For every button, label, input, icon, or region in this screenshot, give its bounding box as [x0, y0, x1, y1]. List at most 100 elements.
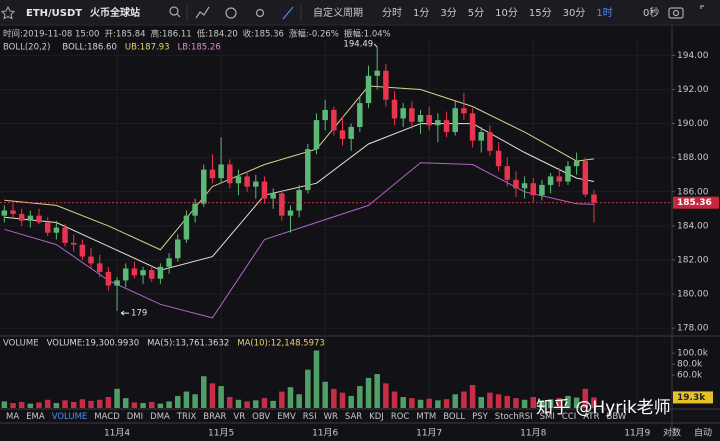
candle-body — [218, 164, 224, 179]
x-tick-label: 11月8 — [520, 428, 546, 439]
candle-body — [487, 132, 493, 151]
candle-body — [426, 115, 432, 126]
indicator-tab[interactable]: KDJ — [369, 412, 384, 422]
period-option[interactable]: 3分 — [440, 7, 456, 19]
candle-body — [339, 130, 346, 139]
indicator-tab[interactable]: DMA — [150, 412, 170, 422]
candle-body — [591, 194, 597, 203]
candle-body — [504, 166, 511, 180]
volume-bar — [131, 402, 138, 408]
y-tick-label: 194.00 — [677, 51, 709, 61]
axis-option[interactable]: 自动 — [694, 427, 712, 439]
x-tick-label: 11月5 — [208, 428, 234, 439]
candle-body — [18, 213, 25, 221]
volume-bar — [417, 399, 424, 408]
volume-bar — [513, 398, 519, 408]
period-option[interactable]: 30分 — [563, 7, 586, 19]
indicator-tab[interactable]: MACD — [94, 412, 120, 422]
custom-period[interactable]: 自定义周期 — [313, 6, 363, 19]
indicator-value: UB:187.93 — [125, 43, 170, 53]
volume-bar — [383, 383, 389, 408]
volume-info: MA(10):12,148.5973 — [237, 339, 325, 349]
volume-bar — [409, 398, 415, 408]
indicator-tab[interactable]: StochRSI — [495, 412, 533, 422]
candle-body — [114, 280, 120, 286]
last-volume-box — [673, 391, 713, 404]
period-option[interactable]: 10分 — [495, 7, 518, 19]
period-option[interactable]: 1分 — [413, 7, 429, 19]
candle-body — [547, 176, 554, 185]
candle-body — [305, 149, 311, 191]
indicator-tab[interactable]: MA — [6, 412, 19, 422]
period-option[interactable]: 1时 — [596, 7, 612, 19]
indicator-tab[interactable]: DMI — [127, 412, 143, 422]
y-tick-label: 190.00 — [677, 119, 709, 129]
volume-bar — [591, 397, 597, 408]
indicator-icon[interactable] — [195, 6, 210, 19]
indicator-tab[interactable]: WR — [324, 412, 338, 422]
indicator-tab[interactable]: CCI — [562, 412, 576, 422]
favorite-icon[interactable] — [0, 5, 16, 20]
volume-bar — [287, 387, 294, 408]
indicator-tab[interactable]: PSY — [472, 412, 489, 422]
indicator-tab[interactable]: SMI — [540, 412, 555, 422]
volume-bar — [547, 399, 554, 408]
indicator-tab[interactable]: EMV — [277, 412, 296, 422]
indicator-tab[interactable]: VOLUME — [52, 412, 88, 422]
settings-icon[interactable] — [225, 7, 237, 19]
last-volume-label: 19.3k — [677, 393, 706, 403]
candle-body — [435, 120, 441, 126]
indicator-tab[interactable]: BBW — [607, 412, 627, 422]
volume-bar — [166, 401, 172, 408]
indicator-tab[interactable]: EMA — [26, 412, 45, 422]
indicator-tab[interactable]: BOLL — [443, 412, 465, 422]
indicator-value: LB:185.26 — [178, 43, 221, 53]
candle-body — [175, 239, 181, 259]
indicator-tab[interactable]: MTM — [416, 412, 436, 422]
indicator-tab[interactable]: BRAR — [203, 412, 226, 422]
volume-bar — [331, 388, 337, 408]
theme-icon[interactable] — [255, 8, 265, 18]
volume-bar — [452, 394, 458, 408]
volume-bar — [322, 381, 328, 408]
period-option[interactable]: 分时 — [382, 7, 402, 19]
y-tick-label: 188.00 — [677, 153, 709, 163]
period-option[interactable]: 5分 — [468, 7, 484, 19]
candle-body — [530, 183, 537, 196]
volume-bar — [175, 395, 181, 408]
ohlc-info: 高:186.11 — [151, 29, 192, 40]
fullscreen-icon[interactable] — [700, 5, 704, 9]
candle-body — [253, 181, 259, 187]
volume-info: VOLUME:19,300.9930 — [47, 339, 140, 349]
volume-bar — [88, 400, 94, 408]
volume-bar — [70, 401, 77, 408]
indicator-tab[interactable]: SAR — [345, 412, 362, 422]
camera-icon[interactable] — [668, 7, 684, 19]
volume-bar — [296, 394, 302, 408]
candle-body — [521, 183, 528, 189]
candle-body — [10, 210, 16, 214]
indicator-value: BOLL:186.60 — [62, 43, 116, 53]
candle-body — [365, 75, 372, 104]
last-price-label: 185.36 — [677, 198, 712, 208]
y-tick-label: 192.00 — [677, 85, 709, 95]
volume-tick-label: 60.0k — [677, 371, 703, 381]
axis-option[interactable]: 对数 — [663, 427, 681, 439]
indicator-tab[interactable]: VR — [233, 412, 245, 422]
volume-bar — [504, 395, 511, 408]
candle-body — [122, 268, 129, 281]
volume-bar — [279, 391, 285, 408]
indicator-tab[interactable]: TRIX — [176, 412, 197, 422]
indicator-tab[interactable]: ROC — [391, 412, 410, 422]
candle-body — [400, 108, 406, 119]
candle-body — [44, 222, 51, 233]
indicator-tab[interactable]: OBV — [252, 412, 270, 422]
draw-icon[interactable] — [282, 6, 294, 20]
volume-bar — [487, 392, 493, 408]
indicator-tab[interactable]: ATR — [583, 412, 599, 422]
indicator-tab[interactable]: RSI — [303, 412, 317, 422]
period-option[interactable]: 15分 — [529, 7, 552, 19]
search-icon[interactable] — [169, 6, 179, 16]
